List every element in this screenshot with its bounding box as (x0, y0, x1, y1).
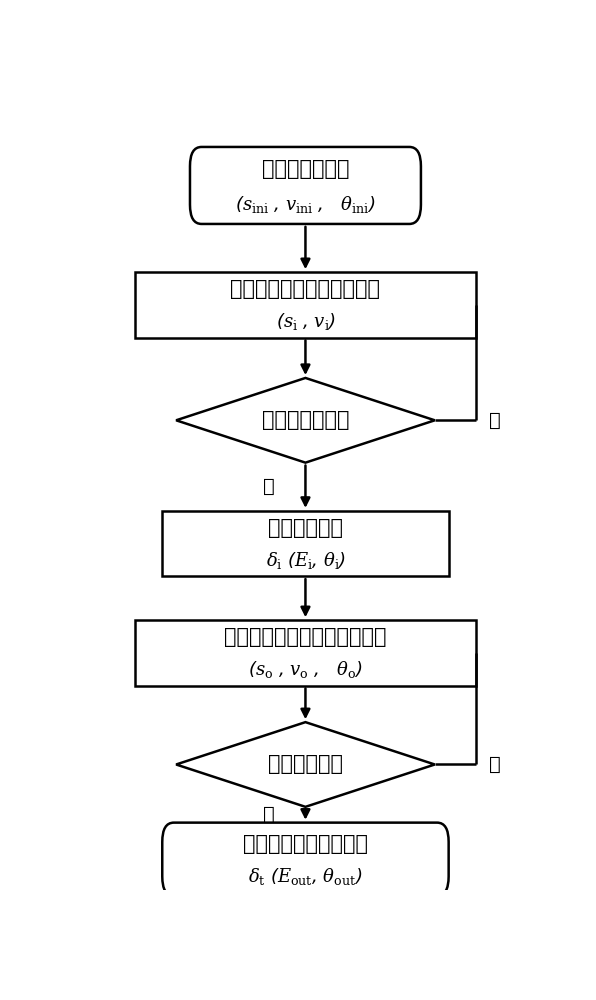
Text: $\delta_\mathrm{i}$ ($E_\mathrm{i}$, $\theta_\mathrm{i}$): $\delta_\mathrm{i}$ ($E_\mathrm{i}$, $\t… (266, 550, 345, 571)
Text: ($s_\mathrm{i}$ , $v_\mathrm{i}$): ($s_\mathrm{i}$ , $v_\mathrm{i}$) (275, 311, 336, 332)
Text: ($s_\mathrm{o}$ , $v_\mathrm{o}$ ,   $\theta_\mathrm{o}$): ($s_\mathrm{o}$ , $v_\mathrm{o}$ , $\the… (248, 659, 363, 680)
Text: 微结构中电子回旋变速运动: 微结构中电子回旋变速运动 (231, 279, 380, 299)
Text: 计入界面二次电子发射: 计入界面二次电子发射 (243, 834, 368, 854)
Text: 否: 否 (489, 411, 501, 430)
Text: 计算微结构中的二次电子运动: 计算微结构中的二次电子运动 (224, 627, 387, 647)
Text: 电子状态初始化: 电子状态初始化 (262, 159, 349, 179)
FancyBboxPatch shape (162, 823, 449, 896)
FancyBboxPatch shape (190, 147, 421, 224)
Bar (162, 511, 449, 576)
Text: 是: 是 (263, 477, 274, 496)
Text: ($s_\mathrm{ini}$ , $v_\mathrm{ini}$ ,   $\theta_\mathrm{ini}$): ($s_\mathrm{ini}$ , $v_\mathrm{ini}$ , $… (235, 194, 375, 215)
Bar (135, 620, 476, 686)
Polygon shape (176, 378, 434, 463)
Text: 与介质表面碰撞: 与介质表面碰撞 (262, 410, 349, 430)
Text: 否: 否 (489, 755, 501, 774)
Polygon shape (176, 722, 434, 807)
Text: 二次电子发射: 二次电子发射 (268, 518, 343, 538)
Text: $\delta_\mathrm{t}$ ($E_\mathrm{out}$, $\theta_\mathrm{out}$): $\delta_\mathrm{t}$ ($E_\mathrm{out}$, $… (249, 866, 362, 887)
Text: 逃逸出微结构: 逃逸出微结构 (268, 754, 343, 774)
Text: 是: 是 (263, 805, 274, 824)
Bar (135, 272, 476, 338)
